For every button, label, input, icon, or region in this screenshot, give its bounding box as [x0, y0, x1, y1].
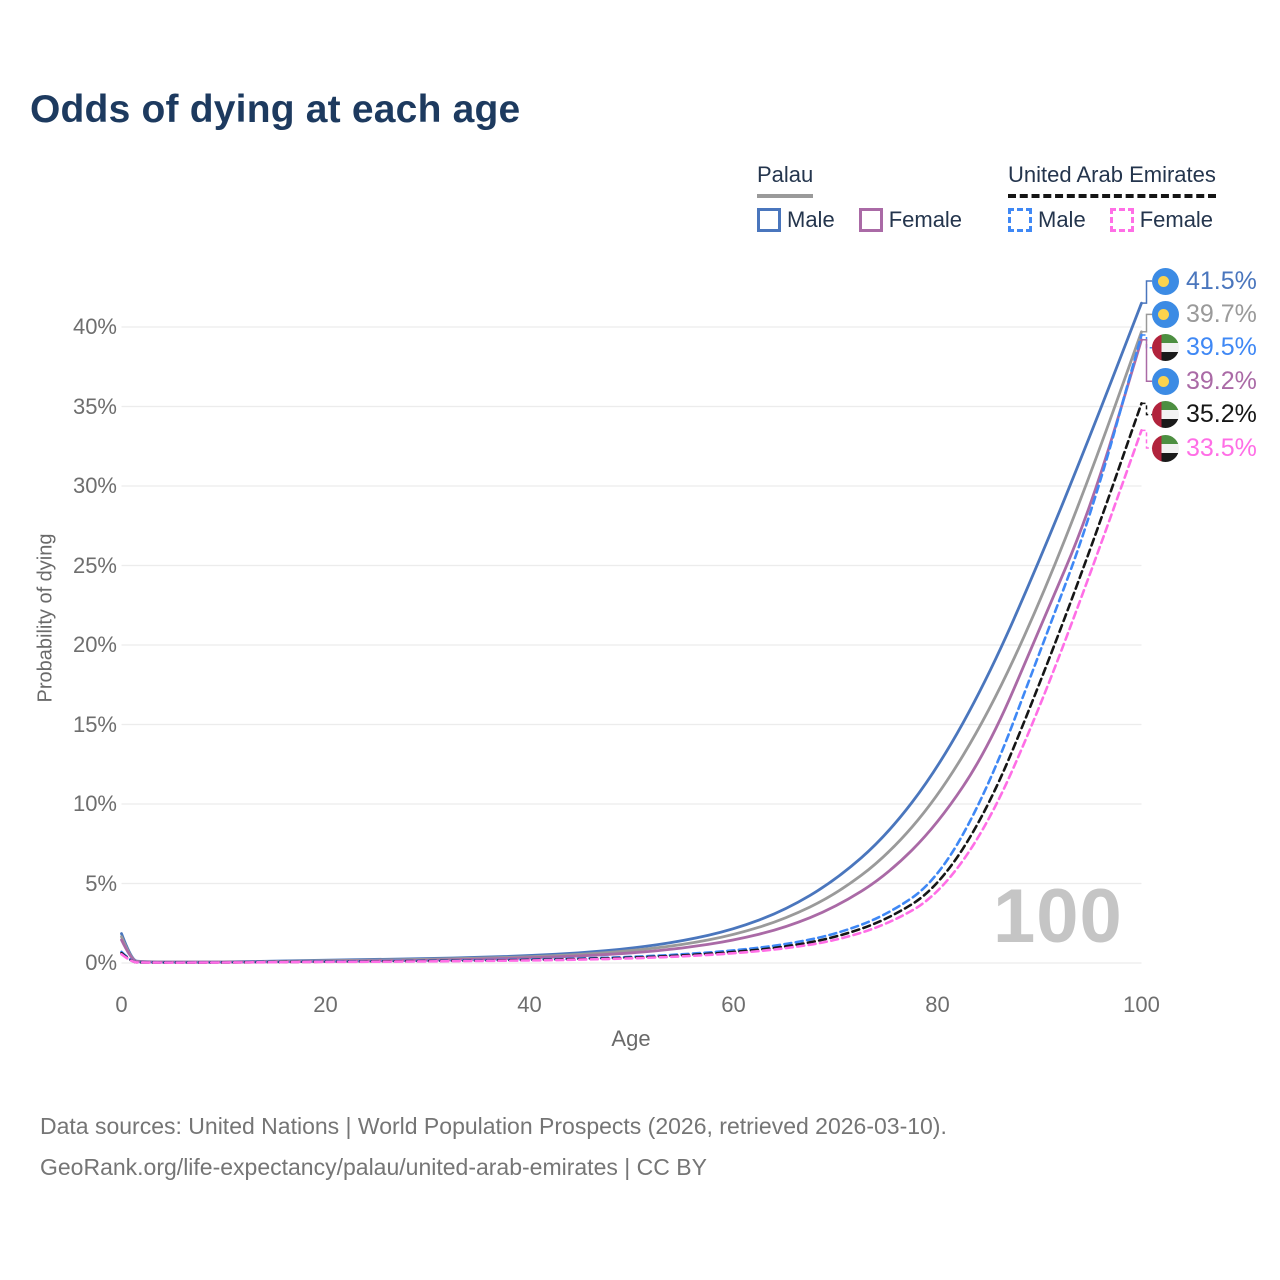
end-label-value: 39.5%	[1186, 333, 1257, 362]
end-label-palau-male[interactable]: 41.5%	[1152, 266, 1257, 295]
end-label-palau-both[interactable]: 39.7%	[1152, 299, 1257, 328]
y-tick-label: 20%	[72, 632, 117, 657]
legend-item-male[interactable]: Male	[757, 207, 835, 233]
series-line-uae-female[interactable]	[120, 429, 1143, 964]
end-label-leader	[1141, 280, 1152, 304]
legend-item-female[interactable]: Female	[1109, 207, 1214, 233]
x-tick-label: 100	[1123, 992, 1160, 1017]
end-label-value: 33.5%	[1186, 433, 1257, 462]
legend-item-label: Male	[1038, 207, 1086, 232]
series-line-palau-female[interactable]	[120, 338, 1143, 964]
legend-item-female[interactable]: Female	[858, 207, 963, 233]
end-label-palau-female[interactable]: 39.2%	[1152, 366, 1257, 395]
y-tick-label: 5%	[85, 870, 117, 896]
x-tick-label: 20	[313, 992, 338, 1017]
end-label-leader	[1141, 402, 1152, 416]
y-tick-label: 15%	[72, 711, 117, 737]
series-line-palau-male[interactable]	[120, 301, 1143, 964]
palau-flag-icon	[1152, 267, 1179, 295]
end-label-value: 35.2%	[1186, 400, 1257, 429]
x-tick-label: 60	[721, 992, 746, 1017]
end-label-leader	[1141, 313, 1152, 333]
palau-flag-icon	[1152, 367, 1179, 395]
uae-flag-icon	[1152, 334, 1179, 362]
end-label-leader	[1141, 338, 1152, 382]
legend-item-label: Female	[1139, 207, 1214, 232]
legend-items-row: Male Female	[757, 207, 962, 233]
series-line-uae-both[interactable]	[120, 402, 1143, 964]
end-label-value: 39.7%	[1186, 299, 1257, 328]
end-label-value: 41.5%	[1186, 266, 1257, 295]
y-tick-label: 40%	[72, 314, 117, 339]
y-tick-label: 35%	[72, 393, 117, 419]
end-label-uae-both[interactable]: 35.2%	[1152, 400, 1257, 429]
x-tick-label: 0	[115, 992, 128, 1017]
age-cursor-watermark: 100	[993, 874, 1123, 959]
x-tick-label: 40	[517, 992, 542, 1017]
series-line-palau-both[interactable]	[120, 330, 1143, 964]
legend-swatch-icon	[1109, 208, 1134, 232]
end-label-leader	[1141, 334, 1152, 349]
legend-items-row: Male Female	[1008, 207, 1216, 233]
y-tick-label: 25%	[72, 552, 117, 578]
x-tick-label: 80	[925, 992, 950, 1017]
legend-country-name: United Arab Emirates	[1008, 162, 1216, 198]
uae-flag-icon	[1152, 401, 1179, 429]
legend-group-uae: United Arab Emirates Male Female	[1008, 162, 1216, 233]
series-line-uae-male[interactable]	[120, 333, 1143, 964]
end-label-uae-female[interactable]: 33.5%	[1152, 433, 1257, 462]
data-sources-line: Data sources: United Nations | World Pop…	[40, 1113, 947, 1139]
legend-swatch-icon	[757, 208, 781, 232]
y-tick-label: 10%	[72, 791, 117, 816]
legend-item-male[interactable]: Male	[1008, 207, 1086, 233]
legend-group-palau: Palau Male Female	[757, 162, 962, 233]
y-tick-label: 0%	[85, 950, 117, 975]
legend-item-label: Male	[787, 207, 835, 232]
uae-flag-icon	[1152, 434, 1179, 462]
legend-country-name: Palau	[757, 162, 814, 198]
source-url-line: GeoRank.org/life-expectancy/palau/united…	[40, 1154, 707, 1180]
legend-item-label: Female	[888, 207, 963, 232]
legend-swatch-icon	[1008, 208, 1032, 232]
page-title: Odds of dying at each age	[30, 88, 521, 131]
palau-flag-icon	[1152, 300, 1179, 328]
y-tick-label: 30%	[72, 473, 117, 498]
end-label-uae-male[interactable]: 39.5%	[1152, 333, 1257, 362]
footer-attribution: Data sources: United Nations | World Pop…	[40, 1106, 947, 1188]
legend-swatch-icon	[858, 208, 883, 232]
end-label-leader	[1141, 429, 1152, 449]
end-label-value: 39.2%	[1186, 366, 1257, 395]
x-axis-title: Age	[611, 1026, 651, 1051]
